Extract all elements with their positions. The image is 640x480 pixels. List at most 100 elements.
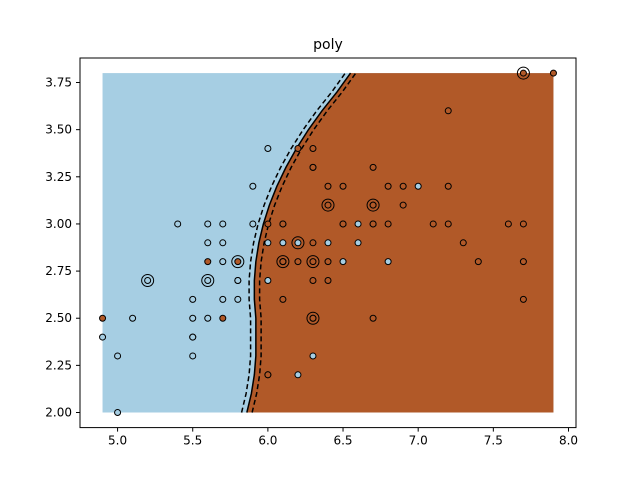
data-point-blue — [189, 295, 197, 303]
data-point-blue — [279, 239, 287, 247]
data-point-brown — [459, 239, 467, 247]
x-tick-label: 5.5 — [183, 434, 202, 448]
support-vector-ring — [366, 198, 380, 212]
x-tick-label: 5.0 — [108, 434, 127, 448]
data-point-blue — [234, 295, 242, 303]
data-point-blue — [264, 277, 272, 285]
y-tick-label: 3.75 — [45, 76, 72, 90]
support-vector-ring — [291, 236, 305, 250]
y-tick-label: 3.00 — [45, 217, 72, 231]
data-point-brown — [234, 258, 242, 266]
data-point-brown — [444, 182, 452, 190]
support-vector-ring — [276, 255, 290, 269]
x-axis: 5.0 5.5 6.0 6.5 7.0 7.5 8.0 — [108, 427, 578, 448]
data-point-brown — [519, 220, 527, 228]
data-point-brown — [309, 277, 317, 285]
plot-area — [99, 66, 557, 417]
data-point-brown — [369, 220, 377, 228]
data-point-brown — [429, 220, 437, 228]
y-tick-label: 2.75 — [45, 264, 72, 278]
support-vector-ring — [141, 274, 155, 288]
data-point-brown — [324, 277, 332, 285]
y-tick-label: 2.50 — [45, 311, 72, 325]
data-point-blue — [189, 314, 197, 322]
data-point-brown — [474, 258, 482, 266]
data-point-blue — [384, 258, 392, 266]
axes-frame — [79, 57, 577, 429]
data-point-blue — [339, 258, 347, 266]
x-tick-label: 6.0 — [258, 434, 277, 448]
data-point-brown — [504, 220, 512, 228]
data-point-brown — [399, 182, 407, 190]
data-point-brown — [324, 182, 332, 190]
y-tick-label: 2.00 — [45, 406, 72, 420]
chart-title: poly — [313, 37, 343, 53]
data-point-brown — [324, 258, 332, 266]
x-tick-label: 8.0 — [559, 434, 578, 448]
y-tick-label: 2.25 — [45, 358, 72, 372]
data-point-brown — [279, 295, 287, 303]
data-point-brown — [384, 220, 392, 228]
data-point-brown — [309, 145, 317, 153]
support-vector-ring — [516, 66, 530, 80]
data-point-blue — [204, 220, 212, 228]
x-tick-label: 7.0 — [409, 434, 428, 448]
data-point-brown — [99, 314, 107, 322]
region-class-brown — [246, 73, 554, 413]
data-point-brown — [369, 201, 377, 209]
data-point-brown — [219, 314, 227, 322]
data-point-brown — [324, 201, 332, 209]
data-point-blue — [354, 239, 362, 247]
data-point-brown — [369, 314, 377, 322]
data-point-blue — [204, 277, 212, 285]
data-point-brown — [369, 163, 377, 171]
y-axis: 2.00 2.25 2.50 2.75 3.00 3.25 3.50 3.75 — [45, 76, 80, 420]
data-point-blue — [129, 314, 137, 322]
data-point-blue — [144, 277, 152, 285]
data-point-brown — [519, 295, 527, 303]
data-point-blue — [219, 239, 227, 247]
support-vector-ring — [231, 255, 245, 269]
support-vector-ring — [321, 198, 335, 212]
data-point-blue — [174, 220, 182, 228]
data-point-blue — [294, 371, 302, 379]
data-point-brown — [309, 239, 317, 247]
data-point-brown — [339, 182, 347, 190]
data-point-brown — [309, 163, 317, 171]
data-point-blue — [249, 220, 257, 228]
data-point-blue — [219, 220, 227, 228]
data-point-blue — [189, 333, 197, 341]
data-point-brown — [519, 69, 527, 77]
data-point-brown — [294, 258, 302, 266]
support-vector-ring — [306, 311, 320, 325]
data-point-blue — [219, 295, 227, 303]
data-point-brown — [339, 220, 347, 228]
data-point-brown — [309, 314, 317, 322]
data-point-blue — [294, 239, 302, 247]
margin-line-right — [251, 72, 357, 413]
data-point-blue — [189, 352, 197, 360]
data-point-brown — [279, 220, 287, 228]
data-point-brown — [519, 258, 527, 266]
x-tick-label: 7.5 — [484, 434, 503, 448]
data-point-brown — [264, 220, 272, 228]
data-point-brown — [399, 201, 407, 209]
data-point-brown — [294, 145, 302, 153]
data-point-brown — [204, 258, 212, 266]
support-vector-ring — [306, 255, 320, 269]
data-point-blue — [354, 220, 362, 228]
data-point-brown — [444, 107, 452, 115]
data-point-blue — [264, 239, 272, 247]
y-tick-label: 3.25 — [45, 170, 72, 184]
data-point-brown — [444, 220, 452, 228]
x-tick-label: 6.5 — [333, 434, 352, 448]
support-vector-ring — [201, 274, 215, 288]
data-point-blue — [99, 333, 107, 341]
data-point-blue — [324, 239, 332, 247]
data-point-brown — [279, 258, 287, 266]
data-point-blue — [204, 239, 212, 247]
data-point-brown — [264, 371, 272, 379]
data-point-blue — [264, 145, 272, 153]
data-point-blue — [114, 352, 122, 360]
